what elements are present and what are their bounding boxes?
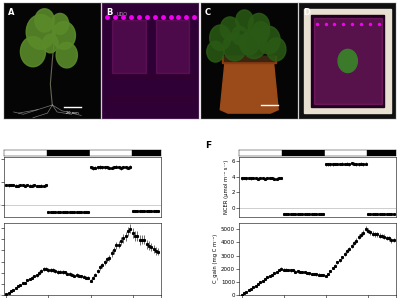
Polygon shape bbox=[220, 61, 278, 113]
Circle shape bbox=[51, 13, 69, 34]
Bar bbox=[112, 20, 146, 72]
Text: UDO: UDO bbox=[117, 12, 128, 17]
Bar bbox=[314, 18, 382, 104]
Text: F: F bbox=[205, 141, 211, 150]
Circle shape bbox=[210, 25, 231, 51]
Text: C: C bbox=[205, 8, 211, 17]
Circle shape bbox=[252, 21, 270, 42]
Circle shape bbox=[52, 21, 76, 49]
Circle shape bbox=[220, 17, 240, 40]
Text: B: B bbox=[106, 8, 113, 17]
Text: D: D bbox=[303, 8, 310, 17]
Circle shape bbox=[207, 41, 224, 62]
Circle shape bbox=[223, 33, 246, 61]
Bar bbox=[222, 56, 276, 63]
Circle shape bbox=[20, 37, 46, 67]
Text: 20 mm: 20 mm bbox=[66, 111, 79, 115]
Y-axis label: NCER (µmol m⁻² s⁻¹): NCER (µmol m⁻² s⁻¹) bbox=[224, 160, 229, 214]
Bar bbox=[311, 15, 384, 107]
Circle shape bbox=[257, 26, 280, 54]
Bar bbox=[107, 96, 194, 102]
Circle shape bbox=[26, 15, 55, 49]
Circle shape bbox=[236, 10, 253, 31]
Bar bbox=[107, 72, 194, 78]
Circle shape bbox=[43, 34, 58, 53]
Y-axis label: C_gain (mg C m⁻²): C_gain (mg C m⁻²) bbox=[212, 234, 218, 283]
Circle shape bbox=[240, 32, 259, 55]
Circle shape bbox=[242, 29, 267, 59]
Bar bbox=[156, 20, 189, 72]
Circle shape bbox=[56, 42, 77, 68]
Circle shape bbox=[267, 38, 286, 61]
Text: A: A bbox=[8, 8, 14, 17]
Circle shape bbox=[232, 26, 247, 45]
Circle shape bbox=[338, 49, 357, 72]
Bar bbox=[224, 56, 274, 61]
Circle shape bbox=[248, 13, 270, 39]
Circle shape bbox=[35, 9, 54, 32]
